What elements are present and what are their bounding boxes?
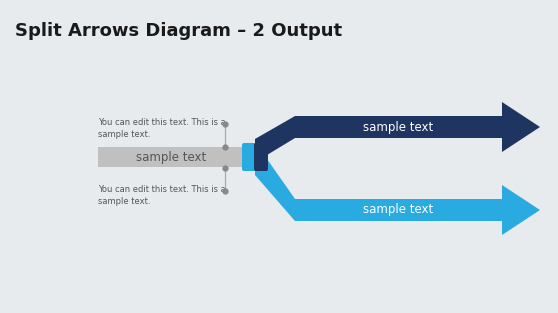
FancyBboxPatch shape (254, 143, 268, 171)
FancyBboxPatch shape (242, 143, 256, 171)
Polygon shape (255, 102, 540, 155)
Text: sample text: sample text (136, 151, 206, 163)
Polygon shape (255, 159, 540, 235)
Text: sample text: sample text (363, 203, 434, 217)
Text: Split Arrows Diagram – 2 Output: Split Arrows Diagram – 2 Output (15, 22, 342, 40)
Text: You can edit this text. This is a
sample text.: You can edit this text. This is a sample… (98, 118, 226, 139)
Polygon shape (98, 147, 255, 167)
Text: You can edit this text. This is a
sample text.: You can edit this text. This is a sample… (98, 185, 226, 206)
Text: sample text: sample text (363, 121, 434, 134)
